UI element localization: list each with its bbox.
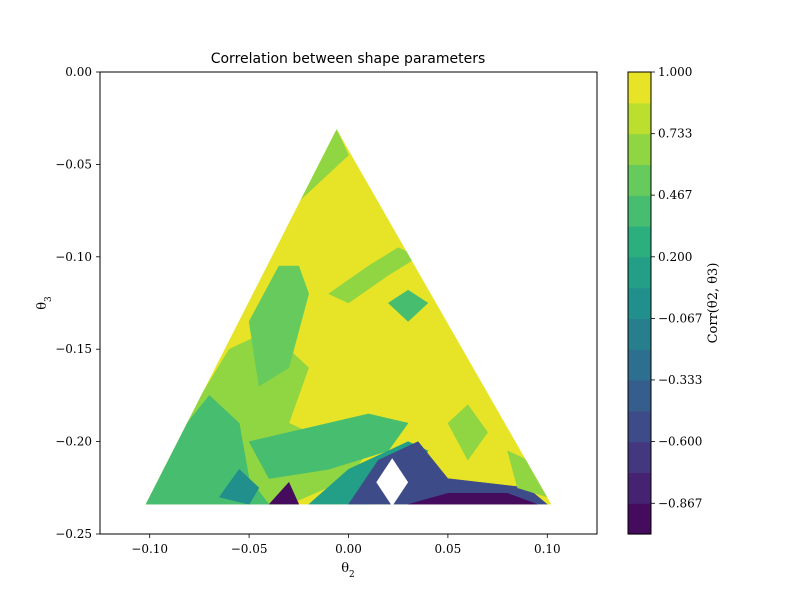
colorbar-tick-label-0: 1.000 <box>658 65 692 79</box>
colorbar-band-8 <box>628 256 651 289</box>
contour-region-12 <box>218 468 260 505</box>
colorbar-tick-label-4: −0.067 <box>658 311 702 325</box>
colorbar-band-7 <box>628 287 651 319</box>
colorbar-band-14 <box>628 72 651 104</box>
colorbar-ticks: 1.000 0.733 0.467 0.200 −0.067 −0.333 −0.600 −0… <box>651 65 702 510</box>
masked-region-0 <box>376 458 409 507</box>
colorbar-band-13 <box>628 102 651 135</box>
colorbar <box>628 72 651 535</box>
y-tick-label-0: 0.00 <box>65 65 92 79</box>
x-tick-label-1: −0.05 <box>231 542 268 556</box>
colorbar-band-11 <box>628 164 651 196</box>
colorbar-tick-label-1: 0.733 <box>658 127 692 141</box>
y-tick-label-1: −0.05 <box>55 157 92 171</box>
colorbar-band-1 <box>628 472 651 504</box>
colorbar-band-5 <box>628 349 651 381</box>
colorbar-band-12 <box>628 133 651 165</box>
colorbar-label: Corr(θ2, θ3) <box>706 263 721 344</box>
colorbar-band-6 <box>628 318 651 350</box>
colorbar-tick-label-3: 0.200 <box>658 250 692 264</box>
x-tick-label-2: 0.00 <box>335 542 362 556</box>
x-tick-label-4: 0.10 <box>534 542 561 556</box>
colorbar-tick-label-6: −0.600 <box>658 435 702 449</box>
colorbar-band-10 <box>628 195 651 227</box>
colorbar-band-3 <box>628 410 651 443</box>
contour-region-7 <box>447 404 489 461</box>
chart-title: Correlation between shape parameters <box>211 51 486 67</box>
colorbar-band-9 <box>628 226 651 258</box>
y-tick-label-2: −0.10 <box>55 250 92 264</box>
y-tick-label-4: −0.20 <box>55 435 92 449</box>
colorbar-tick-label-7: −0.867 <box>658 496 702 510</box>
colorbar-band-4 <box>628 380 651 412</box>
contour-region-11 <box>408 493 538 505</box>
contour-region-6 <box>387 289 429 322</box>
x-tick-label-0: −0.10 <box>131 542 168 556</box>
y-tick-label-3: −0.15 <box>55 342 92 356</box>
masked-region-layer <box>376 458 409 507</box>
colorbar-frame <box>627 71 652 535</box>
contour-region-3 <box>248 265 309 387</box>
x-tick-label-3: 0.05 <box>435 542 462 556</box>
y-axis-ticks: 0.00 −0.05 −0.10 −0.15 −0.20 −0.25 <box>55 65 100 541</box>
colorbar-band-2 <box>628 441 651 473</box>
colorbar-tick-label-2: 0.467 <box>658 188 692 202</box>
colorbar-band-0 <box>628 503 651 535</box>
colorbar-tick-label-5: −0.333 <box>658 373 702 387</box>
x-axis-ticks: −0.10 −0.05 0.00 0.05 0.10 <box>131 534 561 556</box>
contour-region-13 <box>268 481 300 505</box>
contour-region-8 <box>248 413 409 479</box>
y-tick-label-5: −0.25 <box>55 527 92 541</box>
